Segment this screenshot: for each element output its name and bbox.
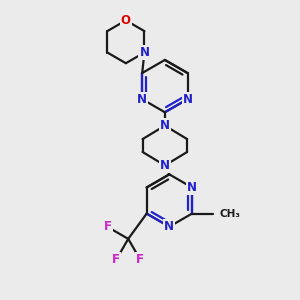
Text: O: O	[121, 14, 131, 27]
Text: CH₃: CH₃	[220, 208, 241, 219]
Text: N: N	[137, 93, 147, 106]
Text: F: F	[112, 253, 120, 266]
Text: N: N	[164, 220, 174, 233]
Text: N: N	[140, 46, 149, 59]
Text: F: F	[103, 220, 112, 233]
Text: F: F	[136, 253, 144, 266]
Text: N: N	[160, 159, 170, 172]
Text: N: N	[160, 119, 170, 132]
Text: N: N	[187, 181, 197, 194]
Text: N: N	[182, 93, 193, 106]
